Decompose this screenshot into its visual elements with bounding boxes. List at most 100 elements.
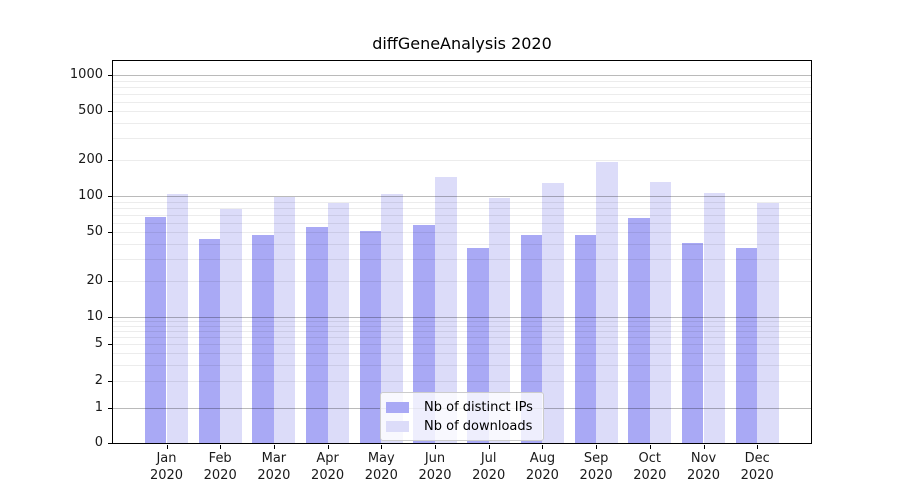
x-tick-label: Feb 2020: [192, 450, 248, 484]
legend-label-downloads: Nb of downloads: [424, 418, 533, 434]
bar-distinct-ips-apr: [306, 227, 328, 443]
gridline-major: [113, 317, 811, 318]
bar-distinct-ips-nov: [681, 242, 704, 443]
bar-downloads-jun: [435, 176, 457, 443]
bar-distinct-ips-jan: [144, 217, 167, 443]
x-tick-mark: [435, 445, 436, 449]
x-tick-year: 2020: [203, 468, 237, 483]
y-tick-mark: [108, 380, 112, 382]
y-tick-mark: [108, 159, 112, 161]
y-tick-mark: [108, 344, 112, 346]
x-tick-label: Apr 2020: [300, 450, 356, 484]
x-tick-year: 2020: [364, 468, 398, 483]
x-tick-label: Jun 2020: [407, 450, 463, 484]
legend-label-distinct-ips: Nb of distinct IPs: [424, 399, 533, 415]
x-tick-mark: [273, 445, 275, 449]
x-tick-label: Sep 2020: [568, 450, 624, 484]
gridline-minor: [113, 380, 811, 382]
bar-downloads-jan: [166, 194, 189, 443]
gridline-minor: [113, 207, 811, 209]
gridline-minor: [113, 337, 811, 339]
x-tick-month: Sep: [583, 451, 609, 466]
x-tick-year: 2020: [633, 468, 667, 483]
x-tick-month: Jul: [480, 451, 497, 466]
x-tick-mark: [703, 445, 705, 449]
x-tick-month: Apr: [316, 451, 339, 466]
x-tick-year: 2020: [472, 468, 506, 483]
legend: Nb of distinct IPs Nb of downloads: [380, 392, 544, 441]
gridline-minor: [113, 123, 811, 125]
x-tick-mark: [542, 445, 544, 449]
x-tick-label: Mar 2020: [246, 450, 302, 484]
gridline-minor: [113, 259, 811, 261]
x-tick-year: 2020: [418, 468, 452, 483]
bar-distinct-ips-jun: [413, 224, 435, 443]
x-tick-label: Nov 2020: [676, 450, 732, 484]
gridline-minor: [113, 321, 811, 323]
y-tick-label: 5: [94, 336, 103, 352]
bar-distinct-ips-oct: [628, 217, 650, 443]
y-tick-label: 20: [86, 272, 103, 288]
bar-downloads-mar: [273, 196, 296, 443]
gridline-minor: [113, 331, 811, 333]
x-tick-month: Oct: [638, 451, 662, 466]
x-tick-year: 2020: [257, 468, 291, 483]
gridline-minor: [113, 364, 811, 366]
y-tick-mark: [108, 111, 112, 113]
chart-title: diffGeneAnalysis 2020: [372, 34, 552, 53]
x-tick-label: May 2020: [353, 450, 409, 484]
gridline-minor: [113, 214, 811, 216]
y-tick-label: 1: [94, 400, 103, 415]
legend-item-downloads: Nb of downloads: [386, 417, 535, 435]
gridline-minor: [113, 325, 811, 327]
x-tick-mark: [327, 445, 329, 449]
x-tick-mark: [220, 445, 222, 449]
y-tick-label: 200: [78, 151, 103, 167]
y-tick-label: 50: [86, 224, 103, 240]
bar-downloads-nov: [703, 192, 726, 443]
y-tick-label: 2: [94, 372, 103, 388]
x-tick-year: 2020: [686, 468, 721, 483]
gridline-minor: [113, 159, 811, 161]
plot-area: Nb of distinct IPs Nb of downloads 0 1 2 5 1…: [70, 60, 812, 483]
y-tick-mark: [108, 443, 112, 444]
gridline-minor: [113, 80, 811, 82]
bar-downloads-feb: [220, 209, 242, 443]
y-tick-mark: [108, 232, 112, 234]
bar-downloads-dec: [757, 202, 779, 443]
x-tick-label: Oct 2020: [622, 450, 678, 484]
x-tick-month: Jun: [424, 451, 446, 466]
gridline-minor: [113, 280, 811, 282]
x-tick-year: 2020: [149, 468, 184, 483]
gridline-minor: [113, 244, 811, 246]
legend-swatch-distinct-ips: [386, 401, 409, 413]
gridline-minor: [113, 86, 811, 88]
legend-swatch-downloads: [386, 420, 409, 432]
x-tick-mark: [488, 445, 490, 449]
x-tick-month: Feb: [208, 451, 232, 466]
bar-distinct-ips-may: [359, 231, 382, 443]
x-tick-month: May: [367, 451, 395, 466]
gridline-minor: [113, 222, 811, 224]
y-tick-mark: [108, 75, 112, 76]
gridline-major: [113, 196, 811, 197]
bar-downloads-may: [381, 194, 403, 443]
bar-downloads-sep: [596, 162, 618, 443]
bar-distinct-ips-feb: [198, 239, 221, 443]
x-tick-month: Dec: [744, 451, 770, 466]
bar-distinct-ips-dec: [735, 248, 758, 443]
x-tick-year: 2020: [740, 468, 774, 483]
x-tick-label: Dec 2020: [729, 450, 785, 484]
y-tick-label: 0: [94, 435, 103, 450]
bar-distinct-ips-mar: [252, 234, 274, 443]
legend-item-distinct-ips: Nb of distinct IPs: [386, 398, 535, 416]
bar-distinct-ips-aug: [520, 234, 543, 443]
y-tick-mark: [108, 408, 112, 409]
x-tick-month: Jan: [156, 451, 177, 466]
gridline-minor: [113, 201, 811, 203]
gridline-minor: [113, 111, 811, 113]
gridline-minor: [113, 93, 811, 95]
bar-downloads-jul: [488, 197, 511, 443]
x-tick-year: 2020: [311, 468, 345, 483]
